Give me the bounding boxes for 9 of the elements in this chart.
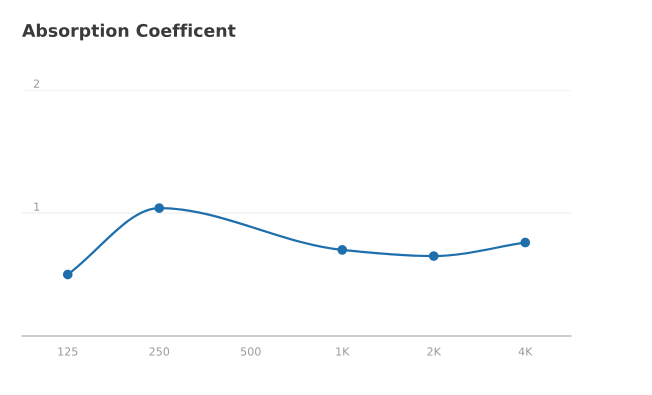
x-tick-label: 250: [149, 347, 170, 356]
x-tick-label: 125: [58, 347, 78, 356]
x-tick-label: 1K: [336, 347, 350, 356]
x-tick-label: 500: [241, 347, 261, 356]
y-tick-label: 2: [34, 79, 40, 88]
y-tick-label: 1: [34, 202, 40, 211]
x-tick-label: 4K: [518, 347, 533, 356]
chart-title: Absorption Coefficent: [22, 24, 236, 40]
x-tick-label: 2K: [427, 347, 442, 356]
